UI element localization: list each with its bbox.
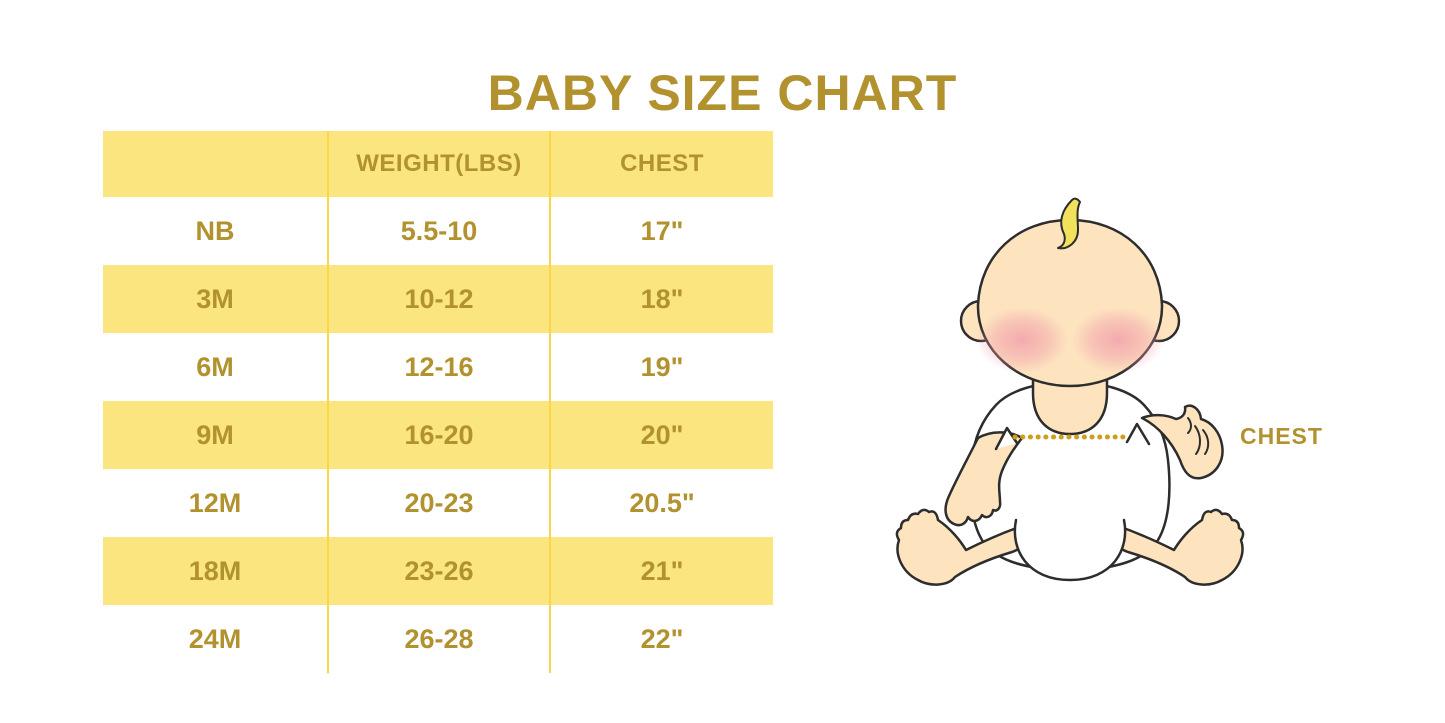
weight-cell: 20-23 [327,469,550,537]
chest-cell: 20.5" [549,469,773,537]
weight-cell: 12-16 [327,333,550,401]
table-row: 6M 12-16 19" [103,333,773,401]
weight-cell: 5.5-10 [327,197,550,265]
size-cell: 6M [196,351,234,382]
baby-sleeve-notch-right [1125,422,1151,446]
baby-diaper-outline [1013,518,1127,582]
column-header-size [103,131,328,197]
chest-cell: 19" [549,333,773,401]
baby-illustration [870,190,1260,610]
size-cell: 3M [196,283,234,314]
table-row: 18M 23-26 21" [103,537,773,605]
table-row: 12M 20-23 20.5" [103,469,773,537]
chest-cell: 20" [549,401,773,469]
baby-arm-right [1140,404,1224,480]
table-row: 24M 26-28 22" [103,605,773,673]
column-header-weight: WEIGHT(LBS) [327,131,550,197]
chest-measure-label: CHEST [1240,423,1323,449]
baby-illustration-svg [895,197,1245,586]
chest-cell: 17" [549,197,773,265]
table-row: 9M 16-20 20" [103,401,773,469]
weight-cell: 26-28 [327,605,550,673]
weight-cell: 16-20 [327,401,550,469]
weight-cell: 10-12 [327,265,550,333]
size-table: WEIGHT(LBS) CHEST NB 5.5-10 17" 3M 10-12… [103,131,773,673]
size-cell: 12M [188,487,242,518]
chest-cell: 18" [549,265,773,333]
chest-cell: 21" [549,537,773,605]
baby-blush-right [1072,307,1164,373]
chest-cell: 22" [549,605,773,673]
column-header-chest: CHEST [549,131,773,197]
size-cell: NB [195,215,235,246]
table-row: 3M 10-12 18" [103,265,773,333]
size-cell: 24M [188,623,242,654]
baby-leg-right [1113,508,1245,586]
weight-cell: 23-26 [327,537,550,605]
table-header-row: WEIGHT(LBS) CHEST [103,131,773,197]
page-title: BABY SIZE CHART [487,64,958,121]
size-cell: 9M [196,419,234,450]
size-cell: 18M [188,555,242,586]
baby-hair-curl [1057,197,1081,250]
table-row: NB 5.5-10 17" [103,197,773,265]
baby-fist-lines [1187,417,1210,455]
baby-leg-left [895,508,1027,586]
baby-diaper [1014,520,1126,580]
baby-arm-left [944,431,1024,527]
baby-blush-left [976,307,1068,373]
